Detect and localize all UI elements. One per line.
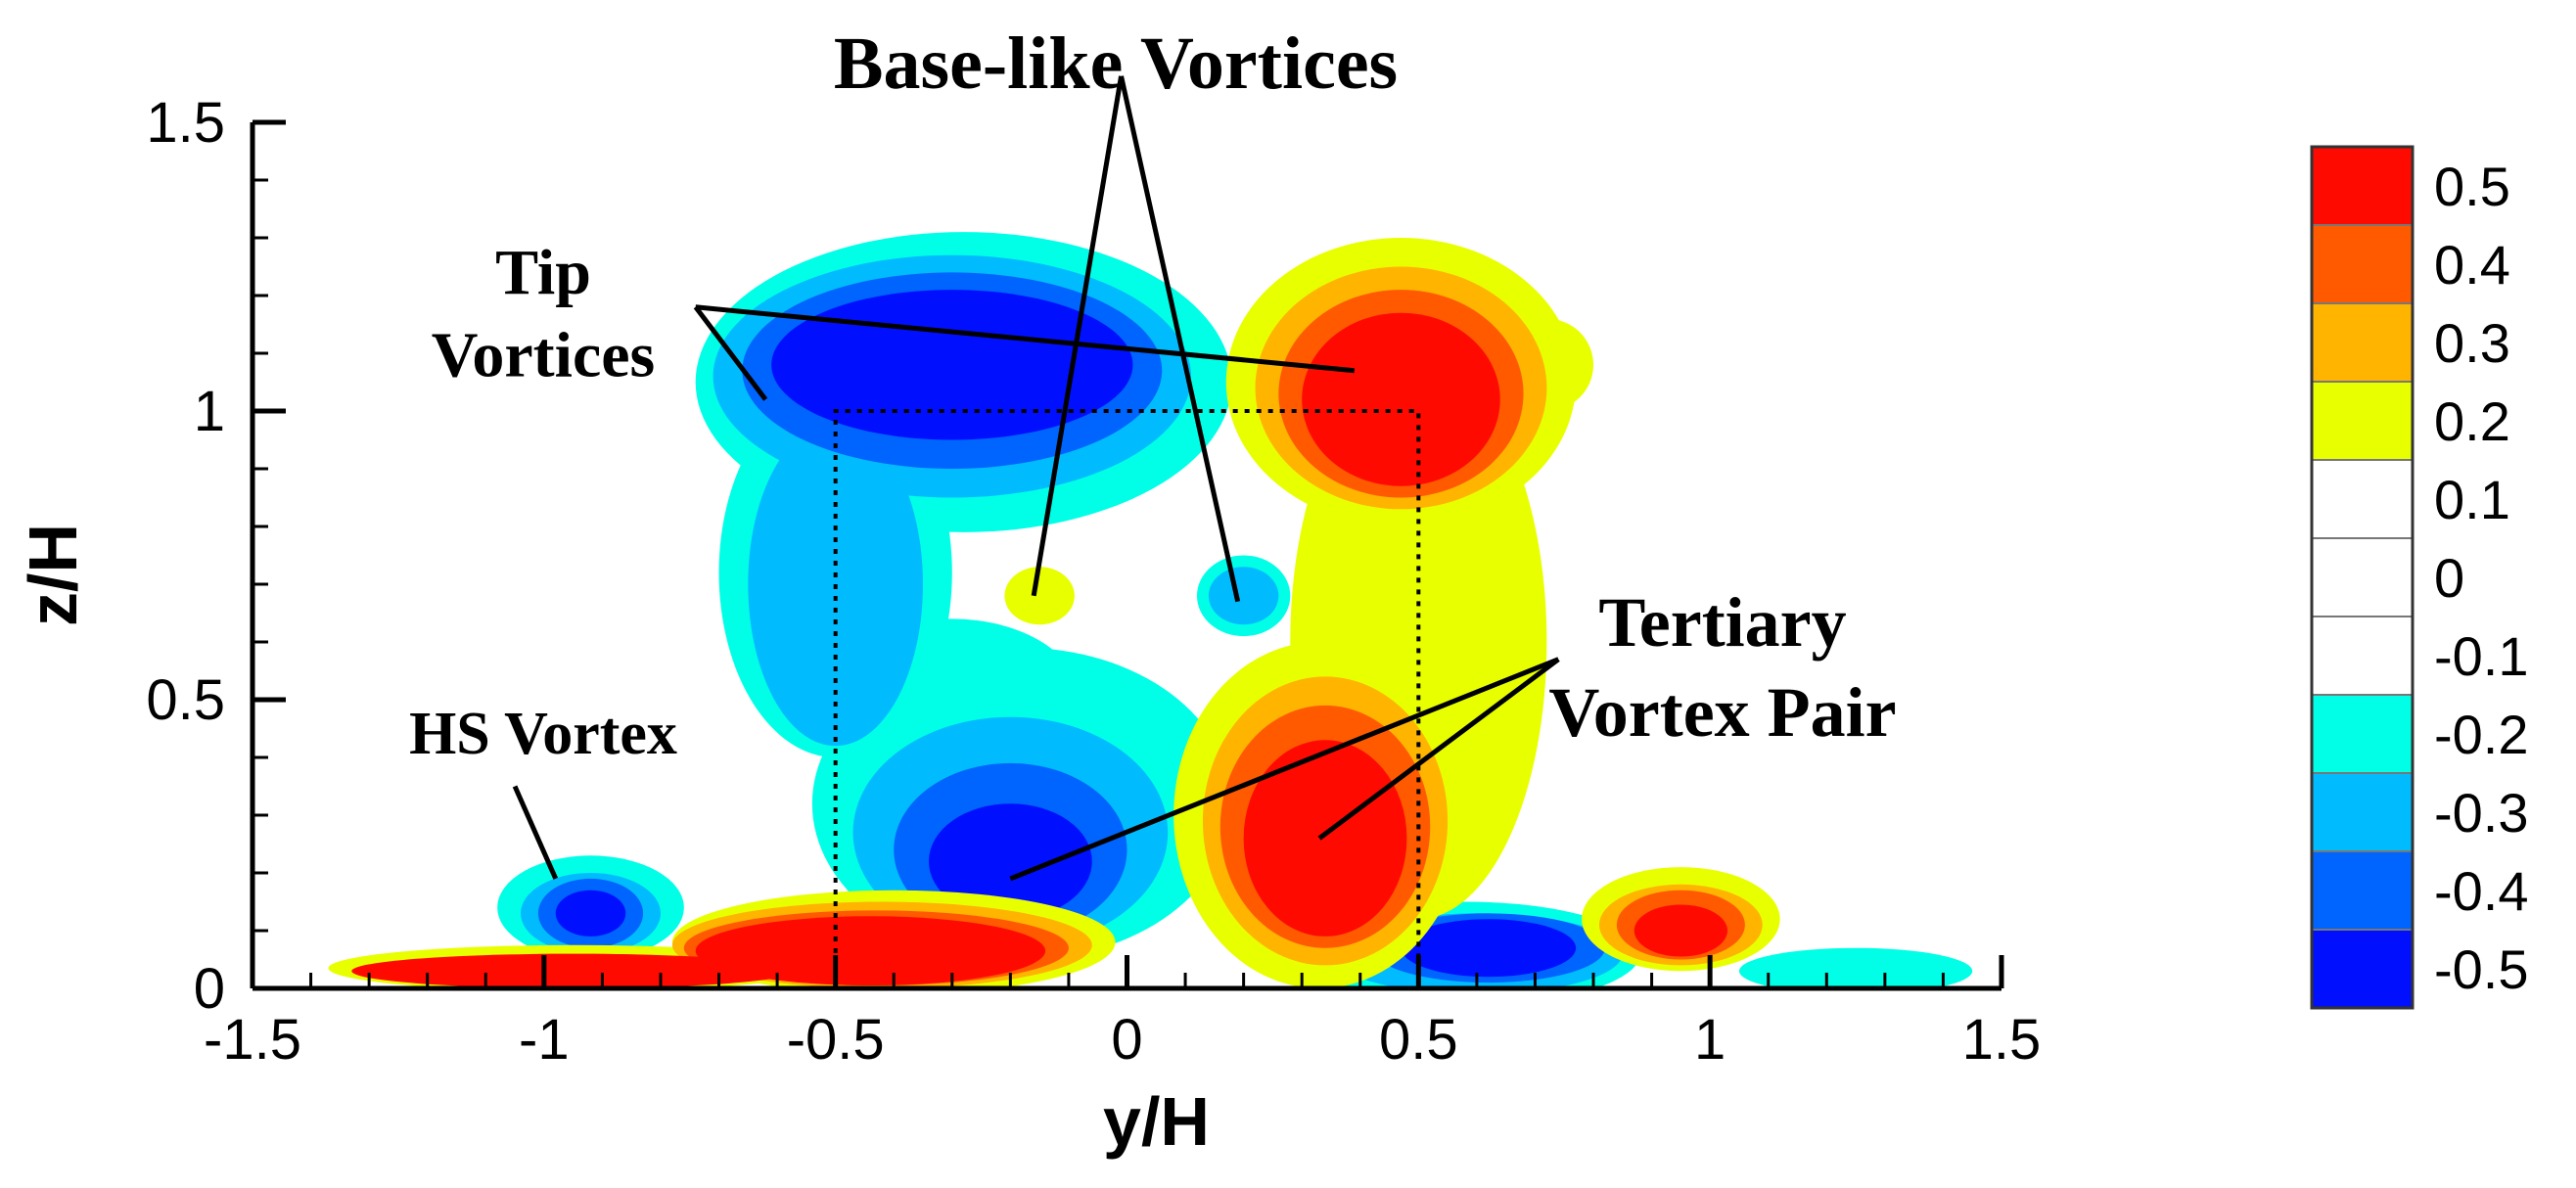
x-tick-label: 0	[1111, 1008, 1142, 1072]
colorbar-label: 0.3	[2434, 312, 2510, 374]
y-tick-label: 0	[194, 957, 225, 1021]
annotation-text-base-like: Base-like Vortices	[834, 23, 1398, 105]
colorbar-swatch	[2311, 929, 2414, 1009]
annotation-leader-tertiary	[1009, 657, 1560, 882]
colorbar-label: 0.5	[2434, 156, 2510, 217]
contour-region-neg-1	[1738, 947, 1973, 988]
contour-region-neg-2	[1208, 567, 1279, 625]
colorbar-label: -0.1	[2434, 625, 2529, 687]
contour-region-pos-4	[1243, 740, 1407, 937]
colorbar-label: 0	[2434, 547, 2464, 609]
annotation-leader-tip	[693, 305, 768, 401]
colorbar-swatch	[2311, 224, 2414, 304]
colorbar-label: 0.1	[2434, 469, 2510, 530]
colorbar-label: -0.5	[2434, 938, 2529, 1000]
x-tick-label: -0.5	[787, 1008, 885, 1072]
contour-region-neg-4	[928, 803, 1092, 920]
contour-region-pos-4	[1302, 312, 1500, 486]
annotations: Base-like Vortices Tip Vortices Tertiary Vor…	[409, 23, 1897, 882]
annotation-text-tip: Vortices	[432, 319, 656, 390]
colorbar-label: -0.2	[2434, 704, 2529, 765]
colorbar-swatch	[2311, 694, 2414, 774]
annotation-leader-base-like	[1031, 75, 1125, 597]
colorbar-swatch	[2311, 381, 2414, 461]
contour-region-neg-4	[1401, 919, 1577, 978]
contour-region-pos-1	[1004, 567, 1075, 625]
colorbar-label: -0.4	[2434, 860, 2529, 922]
colorbar-swatch	[2311, 537, 2414, 617]
obstacle-dotted-outline	[833, 409, 1421, 988]
colorbar-swatch	[2311, 459, 2414, 539]
annotation-text-hs: HS Vortex	[409, 701, 677, 767]
x-tick-label: -1	[519, 1008, 570, 1072]
y-tick-label: 0.5	[146, 668, 225, 732]
x-tick-label: 0.5	[1379, 1008, 1458, 1072]
colorbar-label: 0.2	[2434, 390, 2510, 452]
y-axis-label: z/H	[15, 524, 91, 626]
annotation-text-tertiary: Vortex Pair	[1548, 673, 1896, 752]
colorbar: 0.5 0.4 0.3 0.2 0.1 0 -0.1 -0.2 -0.3 -0.4 -0.5	[2310, 145, 2529, 1010]
x-tick-label: -1.5	[204, 1008, 301, 1072]
annotation-text-tertiary: Tertiary	[1598, 583, 1846, 662]
x-tick-label: 1	[1694, 1008, 1725, 1072]
y-tick-label: 1.5	[146, 91, 225, 155]
colorbar-swatch	[2311, 302, 2414, 383]
annotation-leader-tertiary	[1317, 657, 1560, 841]
x-tick-label: 1.5	[1962, 1008, 2042, 1072]
annotation-leader-tip	[695, 304, 1356, 374]
contour-fills	[328, 232, 1973, 988]
annotation-leader-base-like	[1119, 75, 1241, 603]
colorbar-swatch	[2311, 850, 2414, 931]
contour-region-neg-4	[771, 290, 1133, 440]
annotation-text-tip: Tip	[495, 237, 591, 308]
colorbar-label: -0.3	[2434, 782, 2529, 844]
contour-region-pos-4	[1633, 904, 1728, 957]
colorbar-swatch	[2311, 772, 2414, 852]
colorbar-label: 0.4	[2434, 234, 2510, 296]
colorbar-frame	[2310, 145, 2415, 1010]
contour-region-pos-4	[351, 953, 795, 988]
obstacle-outline	[833, 409, 1421, 988]
contour-region-neg-4	[555, 890, 626, 937]
y-tick-label: 1	[194, 380, 225, 443]
axes: -1.5 -1 -0.5 0 0.5 1 1.5 0 0.5 1 1.5 y/H z/H	[15, 91, 2041, 1160]
colorbar-swatch	[2311, 146, 2414, 226]
annotation-leader-hs	[512, 785, 559, 880]
x-axis-label: y/H	[1103, 1083, 1210, 1160]
colorbar-swatch	[2311, 616, 2414, 696]
